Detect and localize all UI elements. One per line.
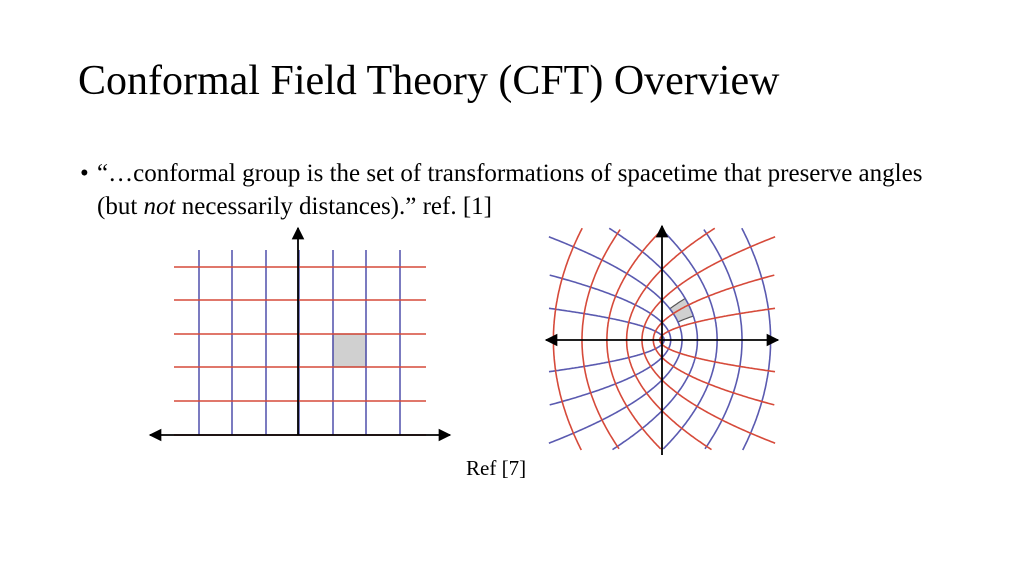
slide-title: Conformal Field Theory (CFT) Overview [78, 58, 780, 104]
bullet-text-part2: necessarily distances).” ref. [1] [175, 193, 493, 220]
bullet-text-emphasis: not [143, 193, 176, 220]
bullet-marker: • [80, 160, 89, 187]
bullet-text-part1: “…conformal group is the set of transfor… [97, 160, 923, 220]
left-grid-figure [148, 226, 452, 442]
bullet-point: • “…conformal group is the set of transf… [80, 157, 940, 223]
highlighted-cell [332, 333, 367, 368]
right-grid-figure [544, 224, 780, 455]
highlighted-cell-mapped [668, 297, 695, 323]
bullet-text: “…conformal group is the set of transfor… [97, 157, 940, 223]
figure-reference: Ref [7] [466, 456, 527, 480]
